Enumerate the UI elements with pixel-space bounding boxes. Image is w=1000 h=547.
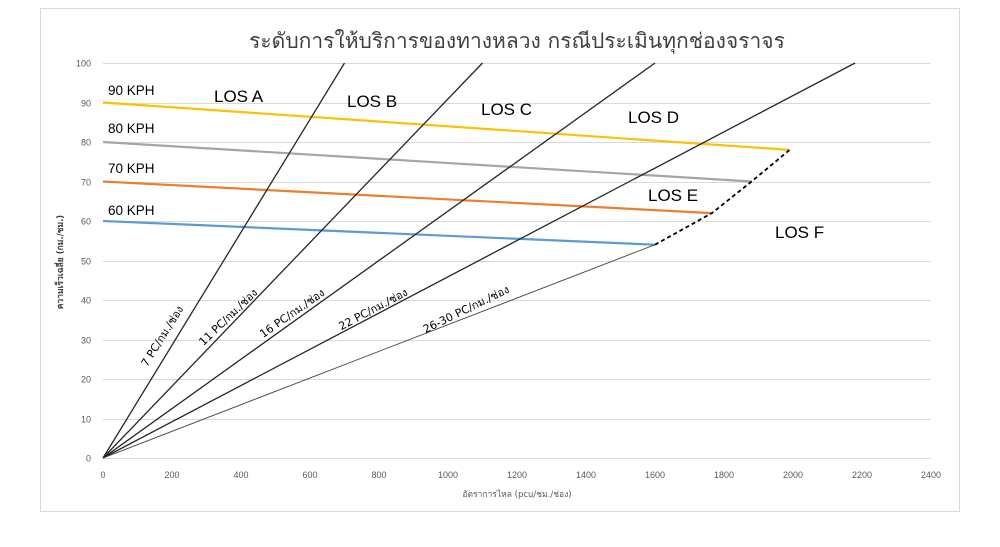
y-tick-label: 80 <box>81 138 91 148</box>
y-tick-label: 60 <box>81 217 91 227</box>
y-tick-label: 90 <box>81 99 91 109</box>
y-axis-label: ความเร็วเฉลี่ย (กม./ชม.) <box>53 215 66 309</box>
y-tick-label: 40 <box>81 296 91 306</box>
x-tick-label: 2000 <box>783 470 803 480</box>
x-tick-label: 2400 <box>921 470 941 480</box>
los-label-a: LOS A <box>214 87 264 106</box>
los-region-labels: LOS A LOS B LOS C LOS D LOS E LOS F <box>214 87 824 242</box>
y-tick-label: 30 <box>81 336 91 346</box>
gridlines <box>103 63 931 459</box>
density-line-16 <box>102 62 656 459</box>
y-tick-label: 0 <box>86 454 91 464</box>
x-tick-label: 2200 <box>852 470 872 480</box>
speed-label-70: 70 KPH <box>108 161 155 176</box>
x-tick-label: 1000 <box>438 470 458 480</box>
speed-label-60: 60 KPH <box>108 203 155 218</box>
x-tick-label: 1200 <box>507 470 527 480</box>
los-label-b: LOS B <box>347 92 397 111</box>
x-tick-label: 1600 <box>645 470 665 480</box>
x-tick-label: 200 <box>164 470 179 480</box>
speed-line-60 <box>102 219 656 246</box>
x-tick-label: 1400 <box>576 470 596 480</box>
los-label-d: LOS D <box>628 108 679 127</box>
density-line-22 <box>102 62 856 459</box>
speed-label-90: 90 KPH <box>108 83 155 98</box>
series-lines <box>102 62 856 459</box>
x-axis-ticks: 0 200 400 600 800 1000 1200 1400 1600 1800 2000 220… <box>100 470 941 480</box>
y-tick-label: 100 <box>76 59 91 69</box>
x-tick-label: 0 <box>100 470 105 480</box>
speed-label-80: 80 KPH <box>108 121 155 136</box>
x-tick-label: 600 <box>302 470 317 480</box>
x-tick-label: 400 <box>233 470 248 480</box>
speed-line-80 <box>102 140 752 183</box>
speed-line-70 <box>102 180 712 215</box>
los-label-f: LOS F <box>775 223 824 242</box>
y-tick-label: 10 <box>81 415 91 425</box>
x-axis-label: อัตราการไหล (pcu/ชม./ช่อง) <box>462 489 571 500</box>
los-label-e: LOS E <box>648 186 698 205</box>
x-tick-label: 800 <box>371 470 386 480</box>
x-tick-label: 1800 <box>714 470 734 480</box>
density-line-26-30 <box>102 244 656 459</box>
capacity-boundary-line <box>654 149 791 246</box>
speed-line-90 <box>102 101 790 151</box>
chart-frame <box>40 8 960 512</box>
y-tick-label: 20 <box>81 375 91 385</box>
y-tick-label: 50 <box>81 257 91 267</box>
chart-title: ระดับการให้บริการของทางหลวง กรณีประเมินท… <box>249 29 785 54</box>
los-label-c: LOS C <box>481 100 532 119</box>
y-axis-ticks: 0 10 20 30 40 50 60 70 80 90 100 <box>76 59 91 464</box>
density-line-7 <box>102 62 346 459</box>
density-line-11 <box>102 62 483 459</box>
y-tick-label: 70 <box>81 178 91 188</box>
